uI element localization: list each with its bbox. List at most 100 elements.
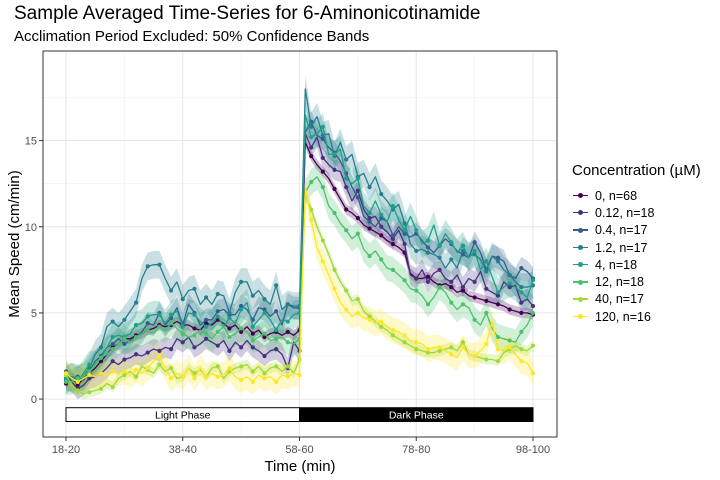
data-point xyxy=(390,267,395,272)
data-point xyxy=(344,307,349,312)
data-point xyxy=(472,353,477,359)
data-point xyxy=(262,307,267,312)
data-point xyxy=(215,343,220,348)
data-point xyxy=(519,310,524,316)
data-point xyxy=(379,224,384,229)
data-point xyxy=(87,376,92,381)
data-point xyxy=(133,322,139,328)
data-point xyxy=(180,297,185,302)
y-tick-label: 10 xyxy=(25,222,37,234)
data-point xyxy=(250,324,255,329)
legend-key xyxy=(572,207,589,219)
data-point xyxy=(262,310,267,316)
data-point xyxy=(460,284,466,290)
legend-label: 0.12, n=18 xyxy=(595,205,655,220)
data-point xyxy=(379,191,384,197)
data-point xyxy=(63,371,69,376)
data-point xyxy=(425,250,431,255)
data-point xyxy=(122,317,127,322)
data-point xyxy=(519,359,524,364)
data-point xyxy=(332,152,337,157)
data-point xyxy=(250,369,255,374)
data-point xyxy=(379,233,384,238)
data-point xyxy=(204,295,209,300)
data-point xyxy=(495,255,501,260)
data-point xyxy=(390,333,395,338)
data-point xyxy=(227,365,232,371)
data-point xyxy=(425,302,431,307)
data-point xyxy=(122,369,127,374)
data-point xyxy=(133,334,139,340)
x-axis-label: Time (min) xyxy=(264,458,335,475)
data-point xyxy=(484,269,489,274)
y-tick-label: 15 xyxy=(25,136,37,148)
data-point xyxy=(530,343,536,348)
data-point xyxy=(87,369,92,374)
data-point xyxy=(285,319,290,324)
legend-title: Concentration (µM) xyxy=(572,162,701,179)
legend-label: 0, n=68 xyxy=(595,188,638,203)
data-point xyxy=(75,376,80,381)
data-point xyxy=(192,333,197,338)
data-point xyxy=(168,288,174,293)
data-point xyxy=(320,185,325,190)
data-point xyxy=(285,302,290,307)
x-tick-label: 78-80 xyxy=(402,444,430,456)
legend-key xyxy=(572,190,589,202)
data-point xyxy=(449,345,454,350)
legend-key xyxy=(572,242,589,254)
data-point xyxy=(262,297,267,302)
data-point xyxy=(110,347,115,352)
data-point xyxy=(145,314,150,319)
data-point xyxy=(215,291,220,297)
data-point xyxy=(285,329,290,334)
data-point xyxy=(320,169,325,174)
data-point xyxy=(215,374,220,379)
data-point xyxy=(227,310,232,316)
data-point xyxy=(414,248,419,253)
data-point xyxy=(145,328,150,333)
data-point xyxy=(367,317,372,322)
data-point xyxy=(133,352,139,357)
legend-key xyxy=(572,224,589,236)
data-point xyxy=(110,384,115,390)
data-point xyxy=(484,259,489,264)
data-point xyxy=(449,300,454,305)
data-point xyxy=(110,341,115,347)
data-point xyxy=(320,124,325,129)
data-point xyxy=(530,303,536,309)
data-point xyxy=(414,347,419,352)
data-point xyxy=(320,136,325,141)
data-point xyxy=(495,347,501,352)
data-point xyxy=(355,231,360,236)
data-point xyxy=(204,324,209,329)
data-point xyxy=(122,336,127,341)
data-point xyxy=(507,338,512,343)
data-point xyxy=(320,259,325,264)
data-point xyxy=(157,348,162,353)
data-point xyxy=(309,217,314,222)
data-point xyxy=(402,231,407,236)
chart-title: Sample Averaged Time-Series for 6-Aminon… xyxy=(14,3,481,24)
data-point xyxy=(110,359,115,364)
data-point xyxy=(437,345,442,350)
data-point xyxy=(204,321,209,326)
data-point xyxy=(402,340,407,345)
data-point xyxy=(425,238,431,243)
data-point xyxy=(110,319,115,324)
data-point xyxy=(460,302,466,307)
legend-label: 0.4, n=17 xyxy=(595,223,648,238)
data-point xyxy=(332,267,337,272)
data-point xyxy=(379,212,384,217)
data-point xyxy=(367,216,372,221)
data-point xyxy=(192,376,197,381)
data-point xyxy=(402,228,407,233)
data-point xyxy=(402,278,407,283)
data-point xyxy=(495,259,501,264)
data-point xyxy=(472,317,477,322)
data-point xyxy=(145,321,150,326)
legend-label: 4, n=18 xyxy=(595,257,638,272)
data-point xyxy=(274,336,279,341)
data-point xyxy=(402,333,407,338)
